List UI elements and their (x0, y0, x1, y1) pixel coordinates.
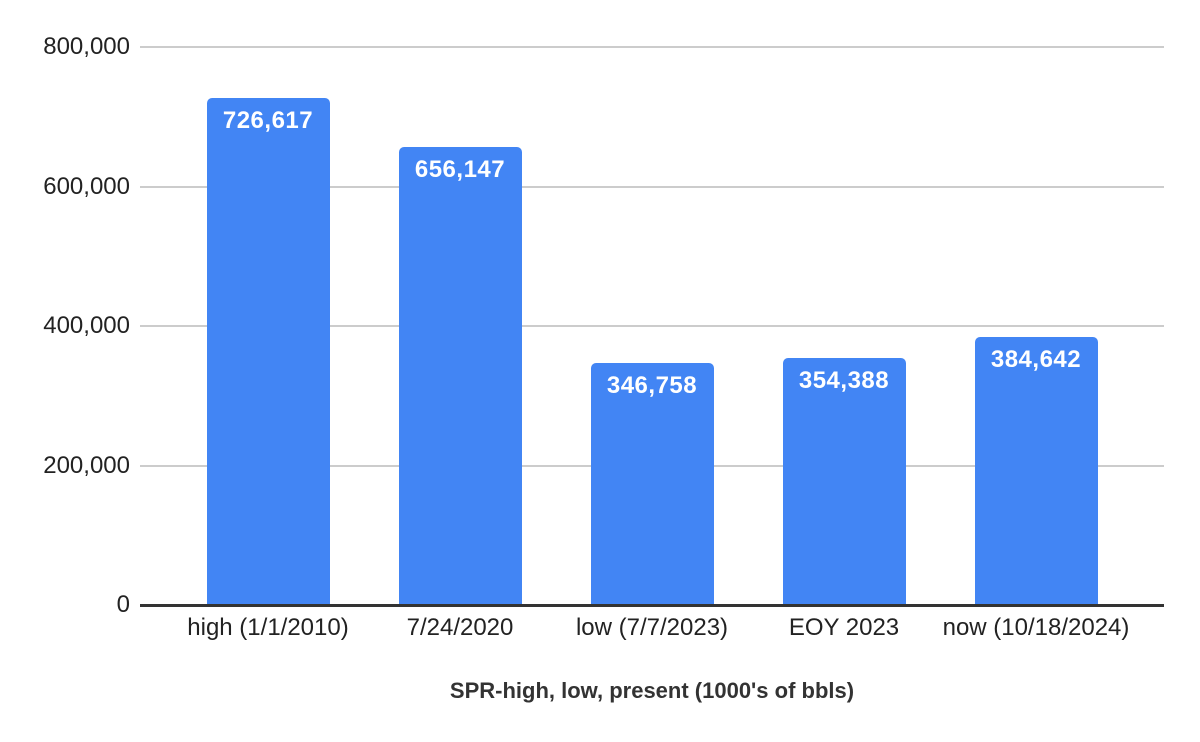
y-axis-tick-label: 600,000 (43, 173, 130, 200)
bar-band: 384,642 (940, 47, 1132, 605)
y-axis-tick-label: 800,000 (43, 33, 130, 60)
bar[interactable]: 384,642 (974, 337, 1098, 605)
gridline (140, 325, 1164, 327)
bar[interactable]: 346,758 (590, 363, 714, 605)
y-axis-tick-label: 200,000 (43, 452, 130, 479)
y-axis-labels: 0 200,000 400,000 600,000 800,000 (0, 33, 130, 618)
bar-value-label: 656,147 (414, 156, 506, 183)
x-axis-tick-label: high (1/1/2010) (187, 614, 349, 641)
bar-value-label: 384,642 (990, 346, 1082, 373)
gridline (140, 186, 1164, 188)
bar[interactable]: 656,147 (398, 147, 522, 605)
bar[interactable]: 354,388 (782, 358, 906, 605)
bar-value-label: 346,758 (606, 372, 698, 399)
plot-area: 726,617 656,147 346,758 354,388 384,642 (140, 46, 1164, 607)
bar-band: 726,617 (172, 47, 364, 605)
bars-layer: 726,617 656,147 346,758 354,388 384,642 (172, 47, 1132, 605)
gridline (140, 46, 1164, 48)
bar[interactable]: 726,617 (206, 98, 330, 605)
x-axis-line (140, 604, 1164, 607)
bar-band: 354,388 (748, 47, 940, 605)
bar-band: 656,147 (364, 47, 556, 605)
bar-value-label: 354,388 (798, 367, 890, 394)
x-axis-tick-label: low (7/7/2023) (575, 614, 729, 641)
bar-band: 346,758 (556, 47, 748, 605)
x-axis-labels: high (1/1/2010) 7/24/2020 low (7/7/2023) EO… (172, 614, 1132, 642)
y-axis-tick-label: 0 (116, 591, 130, 618)
y-axis-tick-label: 400,000 (43, 312, 130, 339)
x-axis-tick-label: now (10/18/2024) (942, 614, 1130, 641)
x-axis-tick-label: EOY 2023 (788, 614, 900, 641)
bar-value-label: 726,617 (222, 107, 314, 134)
x-axis-tick-label: 7/24/2020 (406, 614, 514, 641)
chart-title: SPR-high, low, present (1000's of bbls) (449, 678, 855, 703)
